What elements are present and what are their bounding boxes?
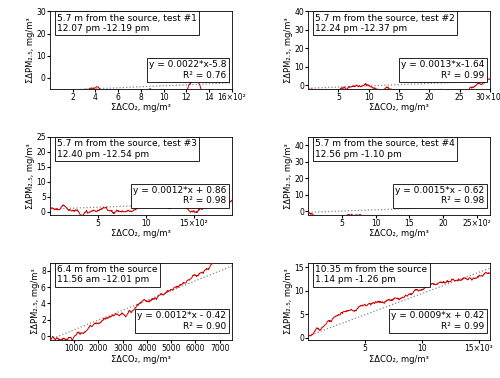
Y-axis label: ΣΔPM₂.₅, mg/m³: ΣΔPM₂.₅, mg/m³ — [26, 17, 35, 83]
X-axis label: ΣΔCO₂, mg/m³: ΣΔCO₂, mg/m³ — [369, 355, 429, 364]
Y-axis label: ΣΔPM₂.₅, mg/m³: ΣΔPM₂.₅, mg/m³ — [26, 143, 35, 209]
Text: 5.7 m from the source, test #2
12.24 pm -12.37 pm: 5.7 m from the source, test #2 12.24 pm … — [316, 14, 455, 33]
X-axis label: ΣΔCO₂, mg/m³: ΣΔCO₂, mg/m³ — [111, 355, 171, 364]
Text: 5.7 m from the source, test #4
12.56 pm -1.10 pm: 5.7 m from the source, test #4 12.56 pm … — [316, 139, 455, 159]
Text: y = 0.0009*x + 0.42
R² = 0.99: y = 0.0009*x + 0.42 R² = 0.99 — [392, 311, 484, 331]
X-axis label: ΣΔCO₂, mg/m³: ΣΔCO₂, mg/m³ — [369, 229, 429, 238]
Y-axis label: ΣΔPM₂.₅, mg/m³: ΣΔPM₂.₅, mg/m³ — [284, 268, 293, 334]
Text: y = 0.0012*x - 0.42
R² = 0.90: y = 0.0012*x - 0.42 R² = 0.90 — [138, 311, 226, 331]
Text: 5.7 m from the source, test #3
12.40 pm -12.54 pm: 5.7 m from the source, test #3 12.40 pm … — [58, 139, 197, 159]
Text: y = 0.0012*x + 0.86
R² = 0.98: y = 0.0012*x + 0.86 R² = 0.98 — [133, 186, 226, 205]
Text: y = 0.0013*x-1.64
R² = 0.99: y = 0.0013*x-1.64 R² = 0.99 — [401, 60, 484, 80]
X-axis label: ΣΔCO₂, mg/m³: ΣΔCO₂, mg/m³ — [369, 104, 429, 113]
X-axis label: ΣΔCO₂, mg/m³: ΣΔCO₂, mg/m³ — [111, 104, 171, 113]
Text: y = 0.0022*x-5.8
R² = 0.76: y = 0.0022*x-5.8 R² = 0.76 — [149, 60, 226, 80]
Text: 5.7 m from the source, test #1
12.07 pm -12.19 pm: 5.7 m from the source, test #1 12.07 pm … — [58, 14, 197, 33]
Text: 6.4 m from the source
11.56 am -12.01 pm: 6.4 m from the source 11.56 am -12.01 pm — [58, 265, 158, 284]
Y-axis label: ΣΔPM₂.₅, mg/m³: ΣΔPM₂.₅, mg/m³ — [284, 17, 293, 83]
Y-axis label: ΣΔPM₂.₅, mg/m³: ΣΔPM₂.₅, mg/m³ — [30, 268, 40, 334]
Y-axis label: ΣΔPM₂.₅, mg/m³: ΣΔPM₂.₅, mg/m³ — [284, 143, 293, 209]
X-axis label: ΣΔCO₂, mg/m³: ΣΔCO₂, mg/m³ — [111, 229, 171, 238]
Text: y = 0.0015*x - 0.62
R² = 0.98: y = 0.0015*x - 0.62 R² = 0.98 — [396, 186, 484, 205]
Text: 10.35 m from the source
1.14 pm -1.26 pm: 10.35 m from the source 1.14 pm -1.26 pm — [316, 265, 428, 284]
